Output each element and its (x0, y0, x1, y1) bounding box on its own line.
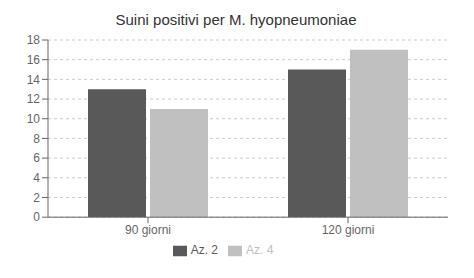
svg-text:10: 10 (27, 112, 41, 126)
svg-text:16: 16 (27, 53, 41, 67)
svg-text:6: 6 (33, 151, 40, 165)
svg-text:90 giorni: 90 giorni (125, 223, 171, 237)
svg-text:0: 0 (33, 210, 40, 224)
svg-text:8: 8 (33, 132, 40, 146)
svg-text:12: 12 (27, 92, 41, 106)
svg-text:14: 14 (27, 73, 41, 87)
html-text:Suini positivi per M. hyopneum: Suini positivi per M. hyopneumoniae (115, 11, 357, 28)
svg-text:2: 2 (33, 191, 40, 205)
svg-text:4: 4 (33, 171, 40, 185)
html-text:Az. 4: Az. 4 (246, 243, 274, 258)
html-text:Az. 2: Az. 2 (190, 243, 218, 258)
svg-text:18: 18 (27, 33, 41, 47)
svg-text:120 giorni: 120 giorni (322, 223, 375, 237)
